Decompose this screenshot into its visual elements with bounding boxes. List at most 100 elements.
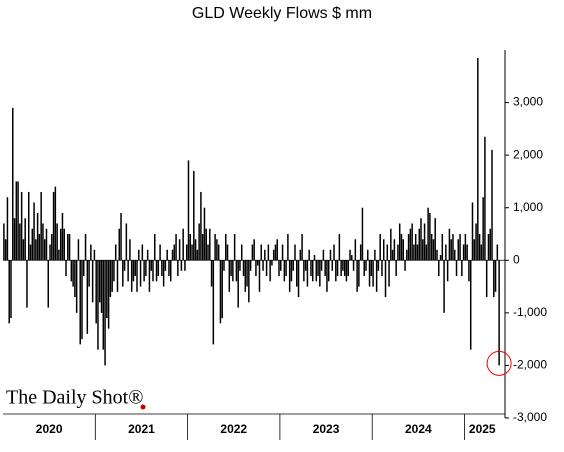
bar: [283, 260, 286, 282]
bar: [8, 260, 10, 324]
y-tick-label: -1,000: [513, 305, 547, 319]
bar: [326, 260, 328, 292]
highlight-circle: [486, 350, 512, 376]
bar: [223, 260, 225, 271]
bar: [272, 249, 275, 261]
bar: [485, 260, 488, 298]
bar: [427, 207, 429, 261]
bar: [336, 260, 339, 277]
bar: [90, 244, 92, 261]
bar: [487, 234, 490, 261]
bar: [194, 239, 197, 261]
bar: [404, 260, 406, 271]
bar: [402, 239, 405, 261]
bar: [469, 260, 472, 350]
bar: [335, 260, 337, 282]
bar: [3, 223, 5, 261]
bar: [375, 260, 378, 292]
x-tick-label: 2024: [405, 422, 432, 436]
bar: [35, 239, 37, 261]
bar: [182, 228, 184, 261]
bar: [139, 260, 142, 287]
bar: [496, 244, 499, 261]
bar: [493, 260, 495, 298]
bar: [349, 249, 351, 261]
bar: [159, 244, 161, 261]
bar: [171, 249, 174, 261]
bar: [251, 244, 254, 261]
bar: [185, 244, 188, 261]
bar: [372, 260, 374, 287]
bar: [54, 186, 57, 261]
bar: [106, 260, 108, 319]
bar: [12, 107, 14, 261]
bar: [6, 197, 9, 261]
bar: [255, 260, 257, 277]
bar: [212, 260, 215, 345]
bar: [434, 218, 436, 261]
source-logo: The Daily Shot®: [6, 387, 143, 409]
bar: [342, 260, 344, 271]
bar: [225, 234, 227, 261]
bar: [320, 260, 323, 271]
bar: [138, 249, 140, 261]
bar: [111, 260, 113, 292]
bar: [125, 223, 128, 261]
y-tick-label: -2,000: [513, 358, 547, 372]
bar: [209, 228, 211, 261]
bar: [466, 244, 468, 261]
bar: [313, 255, 316, 261]
bar: [216, 239, 218, 261]
bar: [146, 249, 149, 261]
bar: [429, 212, 431, 261]
x-tick-label: 2025: [469, 422, 496, 436]
bar: [13, 218, 16, 261]
chart-title: GLD Weekly Flows $ mm: [192, 5, 372, 22]
bar: [200, 191, 202, 261]
bar: [27, 191, 30, 261]
bar: [351, 255, 353, 261]
bar: [63, 228, 65, 261]
bar: [377, 260, 380, 271]
bar: [413, 244, 415, 261]
bar: [15, 181, 18, 261]
bar: [150, 260, 152, 271]
bar: [400, 234, 403, 261]
bar: [358, 260, 360, 287]
bar: [166, 249, 168, 261]
bar: [157, 260, 160, 277]
bar: [40, 191, 42, 261]
bar: [244, 260, 247, 292]
bar: [207, 244, 209, 261]
bar: [423, 223, 426, 261]
bar: [118, 228, 121, 261]
bar: [154, 234, 156, 261]
bar: [414, 234, 417, 261]
bar: [143, 260, 145, 282]
bar: [214, 234, 216, 261]
bar: [22, 239, 25, 261]
bar: [175, 234, 177, 261]
bar: [370, 260, 373, 277]
bar: [356, 260, 358, 292]
bar: [315, 260, 318, 282]
bar: [363, 260, 365, 277]
bar: [10, 260, 12, 319]
bar: [72, 260, 74, 287]
bar: [20, 191, 23, 261]
bar: [294, 244, 296, 261]
bar: [418, 228, 420, 261]
bar: [120, 212, 122, 261]
bar: [145, 260, 147, 277]
bar: [83, 260, 85, 277]
bar: [187, 160, 190, 261]
bar: [88, 260, 90, 287]
bar: [116, 260, 119, 292]
bar: [107, 260, 110, 329]
bar: [388, 260, 390, 287]
bar: [248, 260, 250, 303]
bar: [322, 249, 325, 261]
bar: [329, 249, 332, 261]
bar: [395, 260, 397, 277]
